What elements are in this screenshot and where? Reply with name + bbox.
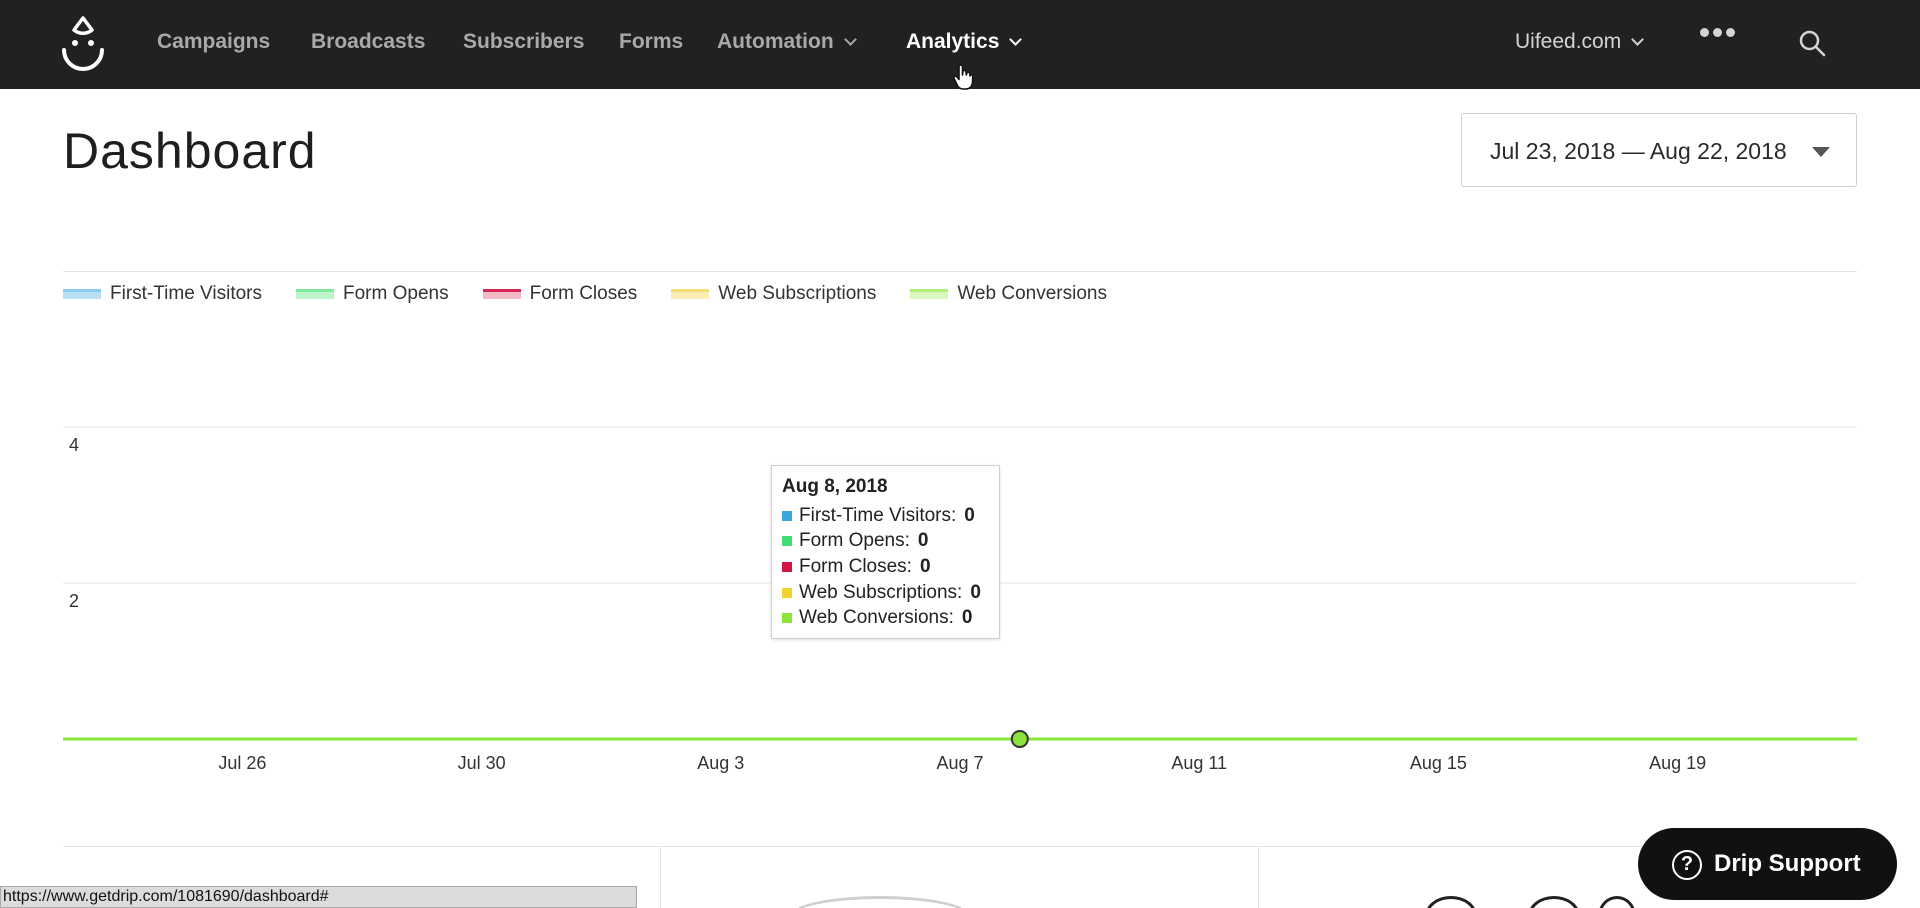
- search-icon[interactable]: [1798, 29, 1826, 57]
- tooltip-row: Web Subscriptions: 0: [782, 580, 989, 606]
- x-tick-label: Aug 15: [1410, 753, 1467, 773]
- drip-support-button[interactable]: ? Drip Support: [1638, 828, 1897, 900]
- chart-tooltip: Aug 8, 2018 First-Time Visitors: 0 Form O…: [771, 465, 1000, 639]
- drip-logo-icon[interactable]: [60, 16, 106, 72]
- hand-cursor-icon: [953, 64, 974, 90]
- account-label: Uifeed.com: [1515, 30, 1622, 53]
- tooltip-row: Form Opens: 0: [782, 529, 989, 555]
- tooltip-swatch: [782, 561, 792, 572]
- tooltip-swatch: [782, 613, 792, 624]
- date-range-select[interactable]: Jul 23, 2018 — Aug 22, 2018: [1461, 113, 1857, 187]
- support-label: Drip Support: [1714, 850, 1861, 877]
- nav-analytics[interactable]: Analytics: [906, 30, 1023, 54]
- legend-label: Web Subscriptions: [718, 283, 877, 304]
- legend-label: Form Opens: [343, 283, 449, 304]
- card-divider: [660, 846, 661, 908]
- nav-broadcasts[interactable]: Broadcasts: [311, 30, 425, 54]
- legend-form-opens[interactable]: Form Opens: [296, 283, 449, 305]
- tooltip-label: Form Opens:: [799, 530, 910, 552]
- x-tick-label: Aug 7: [936, 753, 983, 773]
- tooltip-swatch: [782, 536, 792, 547]
- nav-forms-label: Forms: [619, 30, 684, 53]
- tooltip-label: Web Conversions:: [799, 607, 954, 629]
- x-tick-label: Aug 11: [1171, 753, 1227, 773]
- legend-swatch: [296, 289, 334, 299]
- nav-broadcasts-label: Broadcasts: [311, 30, 426, 53]
- legend-swatch: [671, 289, 710, 299]
- account-switcher[interactable]: Uifeed.com: [1515, 30, 1645, 54]
- tooltip-row: First-Time Visitors: 0: [782, 503, 989, 529]
- tooltip-value: 0: [970, 581, 981, 603]
- nav-analytics-label: Analytics: [906, 30, 1000, 53]
- nav-subscribers[interactable]: Subscribers: [463, 30, 584, 54]
- caret-down-icon: [1812, 147, 1830, 157]
- more-icon[interactable]: [1700, 28, 1735, 37]
- nav-automation[interactable]: Automation: [717, 30, 857, 54]
- y-tick-label: 4: [69, 435, 79, 455]
- tooltip-row: Form Closes: 0: [782, 554, 989, 580]
- divider: [63, 271, 1857, 272]
- legend-label: Web Conversions: [957, 283, 1107, 304]
- nav-subscribers-label: Subscribers: [463, 30, 585, 53]
- question-circle-icon: ?: [1672, 850, 1702, 880]
- tooltip-swatch: [782, 587, 792, 598]
- tooltip-date: Aug 8, 2018: [782, 476, 888, 497]
- date-range-value: Jul 23, 2018 — Aug 22, 2018: [1490, 138, 1787, 164]
- tooltip-value: 0: [961, 607, 973, 629]
- status-bar-url: https://www.getdrip.com/1081690/dashboar…: [0, 886, 637, 908]
- hover-point: [1010, 730, 1029, 748]
- x-tick-label: Aug 19: [1649, 753, 1706, 773]
- legend-label: First-Time Visitors: [110, 283, 262, 304]
- tooltip-swatch: [782, 510, 792, 521]
- legend-swatch: [482, 289, 521, 299]
- nav-campaigns-label: Campaigns: [157, 30, 271, 53]
- legend-swatch: [63, 289, 101, 299]
- tooltip-row: Web Conversions: 0: [782, 605, 989, 631]
- legend-form-closes[interactable]: Form Closes: [482, 283, 638, 305]
- tooltip-label: First-Time Visitors:: [799, 504, 957, 526]
- nav-automation-label: Automation: [717, 30, 834, 53]
- x-tick-label: Jul 26: [218, 753, 266, 773]
- legend-label: Form Closes: [529, 283, 638, 304]
- x-tick-label: Aug 3: [697, 753, 744, 773]
- page-title: Dashboard: [63, 123, 317, 179]
- tooltip-label: Form Closes:: [799, 555, 912, 577]
- tooltip-value: 0: [917, 530, 929, 552]
- tooltip-label: Web Subscriptions:: [799, 581, 963, 603]
- nav-campaigns[interactable]: Campaigns: [157, 30, 270, 54]
- x-tick-label: Jul 30: [458, 753, 506, 773]
- chart-legend: First-Time Visitors Form Opens Form Clos…: [63, 283, 1141, 305]
- y-tick-label: 2: [69, 591, 79, 611]
- legend-web-conversions[interactable]: Web Conversions: [910, 283, 1107, 305]
- legend-swatch: [910, 289, 949, 299]
- legend-first-time-visitors[interactable]: First-Time Visitors: [63, 283, 262, 305]
- tooltip-value: 0: [964, 504, 975, 526]
- legend-web-subscriptions[interactable]: Web Subscriptions: [671, 283, 876, 305]
- card-divider: [1258, 846, 1259, 908]
- nav-forms[interactable]: Forms: [619, 30, 683, 54]
- divider: [63, 846, 1857, 847]
- tooltip-value: 0: [919, 555, 931, 577]
